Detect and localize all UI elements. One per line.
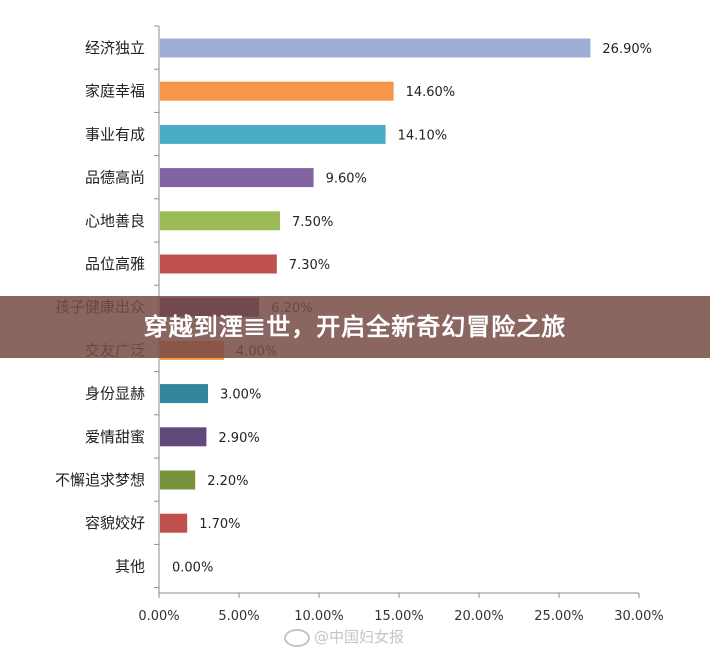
value-label: 1.70% xyxy=(199,517,240,532)
value-label: 2.90% xyxy=(218,431,259,446)
category-label: 品位高雅 xyxy=(85,255,145,273)
weibo-icon xyxy=(284,628,310,647)
x-tick-label: 15.00% xyxy=(374,609,424,624)
x-tick-label: 0.00% xyxy=(138,609,179,624)
title-banner: 穿越到湮𝌆世，开启全新奇幻冒险之旅 xyxy=(0,296,710,358)
x-tick-label: 25.00% xyxy=(534,609,584,624)
bar xyxy=(160,124,386,144)
bar xyxy=(160,254,277,274)
bar xyxy=(160,513,188,533)
value-label: 7.50% xyxy=(292,215,333,230)
category-label: 家庭幸福 xyxy=(85,82,145,100)
category-label: 爱情甜蜜 xyxy=(85,428,145,446)
value-label: 14.10% xyxy=(398,128,448,143)
bar xyxy=(160,427,207,447)
value-label: 0.00% xyxy=(172,560,213,575)
bar xyxy=(160,38,591,58)
category-label: 事业有成 xyxy=(85,125,145,143)
category-label: 心地善良 xyxy=(85,212,145,230)
value-label: 7.30% xyxy=(289,258,330,273)
value-label: 2.20% xyxy=(207,474,248,489)
value-label: 9.60% xyxy=(326,172,367,187)
bar xyxy=(160,384,208,404)
x-tick-label: 5.00% xyxy=(218,609,259,624)
x-tick-label: 30.00% xyxy=(614,609,664,624)
bar xyxy=(160,211,280,231)
banner-title: 穿越到湮𝌆世，开启全新奇幻冒险之旅 xyxy=(143,313,567,341)
watermark-text: @中国妇女报 xyxy=(314,628,405,646)
value-label: 26.90% xyxy=(602,42,652,57)
category-label: 身份显赫 xyxy=(85,385,145,403)
category-label: 其他 xyxy=(115,557,145,575)
value-label: 3.00% xyxy=(220,388,261,403)
bar xyxy=(160,470,196,490)
bar xyxy=(160,168,314,188)
bar xyxy=(160,81,394,101)
value-label: 14.60% xyxy=(406,85,456,100)
category-label: 经济独立 xyxy=(85,39,145,57)
x-tick-label: 10.00% xyxy=(294,609,344,624)
x-tick-label: 20.00% xyxy=(454,609,504,624)
category-label: 不懈追求梦想 xyxy=(55,471,145,489)
category-label: 容貌姣好 xyxy=(85,514,145,532)
watermark: @中国妇女报 xyxy=(284,626,404,648)
category-label: 品德高尚 xyxy=(85,169,145,187)
